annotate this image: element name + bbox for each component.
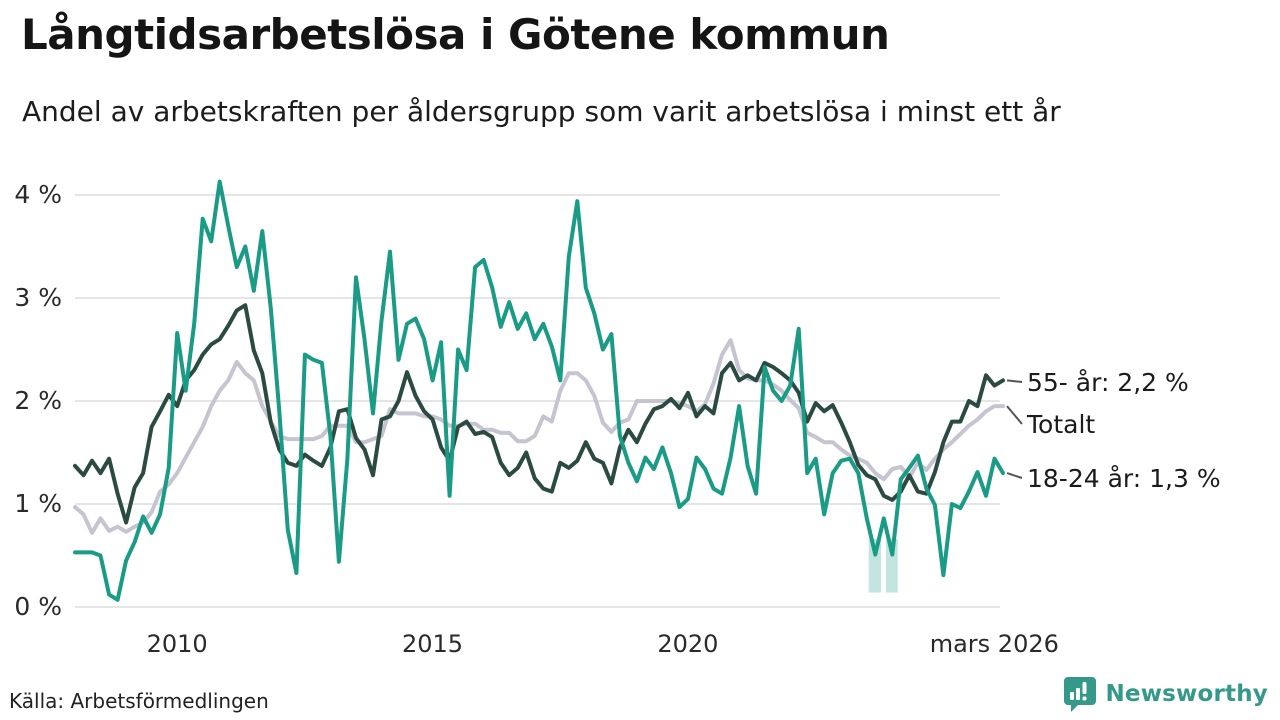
series-end-label: Totalt — [1026, 410, 1095, 439]
page-title: Långtidsarbetslösa i Götene kommun — [21, 10, 890, 59]
newsworthy-logo: Newsworthy — [1063, 676, 1268, 712]
y-axis-tick-label: 2 % — [14, 386, 62, 415]
series-label-connector — [1006, 405, 1023, 425]
series-line-55-r — [73, 303, 1005, 525]
newsworthy-logo-text: Newsworthy — [1105, 681, 1268, 707]
source-note: Källa: Arbetsförmedlingen — [9, 689, 269, 713]
y-axis-tick-label: 0 % — [14, 592, 62, 621]
series-end-label: 55- år: 2,2 % — [1027, 368, 1189, 397]
series-line-18-24-r — [73, 179, 1005, 602]
page-subtitle: Andel av arbetskraften per åldersgrupp s… — [22, 95, 1061, 128]
series-end-label: 18-24 år: 1,3 % — [1027, 464, 1221, 493]
x-axis-tick-label: 2015 — [402, 630, 463, 658]
x-axis-tick-label: mars 2026 — [930, 630, 1059, 658]
y-axis-tick-label: 3 % — [14, 283, 62, 312]
y-axis-tick-label: 4 % — [14, 180, 62, 209]
newsworthy-bubble-chart-icon — [1064, 677, 1097, 712]
x-axis-tick-label: 2010 — [147, 630, 208, 658]
series-label-connector — [1006, 472, 1023, 479]
uncertainty-band — [886, 539, 898, 593]
y-axis-tick-label: 1 % — [14, 489, 62, 518]
series-label-connector — [1006, 379, 1023, 383]
series-line-totalt — [73, 338, 1005, 535]
x-axis-tick-label: 2020 — [657, 630, 718, 658]
uncertainty-band — [868, 539, 881, 593]
